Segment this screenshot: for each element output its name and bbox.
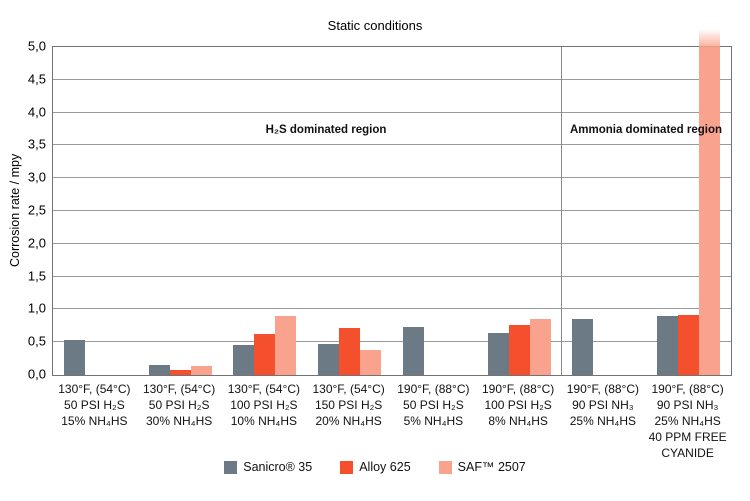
x-tick-label-line: 25% NH₄HS	[569, 414, 636, 428]
x-tick-label-line: 50 PSI H₂S	[403, 398, 464, 412]
x-tick-label-line: 90 PSI NH₃	[656, 398, 719, 412]
x-tick-label-line: 50 PSI H₂S	[148, 398, 210, 412]
x-tick-label-line: 5% NH₄HS	[403, 414, 464, 428]
bar-alloy-625	[339, 327, 361, 375]
x-tick-label: 190°F, (88°C) 50 PSI H₂S 5% NH₄HS	[363, 381, 503, 429]
y-tick-label: 5,0	[27, 38, 46, 54]
x-tick-label-line: 40 PPM FREE	[648, 430, 727, 444]
x-tick-label: 190°F, (88°C) 90 PSI NH₃ 25% NH₄HS 40 PPM F…	[618, 381, 750, 461]
y-tick-label: 2,0	[27, 235, 46, 251]
bar-saf-2507	[699, 47, 721, 375]
gridline	[53, 341, 731, 343]
gridline	[53, 144, 731, 146]
gridline	[53, 242, 731, 244]
x-tick-label-line: 10% NH₄HS	[230, 414, 297, 428]
bar-sanicro-35	[572, 319, 594, 375]
gridline	[53, 210, 731, 211]
legend-item-saf-2507: SAF™ 2507	[438, 460, 526, 474]
bar-sanicro-35	[63, 340, 85, 375]
x-tick-label-line: CYANIDE	[661, 446, 714, 460]
x-tick-label-line: 190°F, (88°C)	[566, 382, 640, 396]
legend-item-sanicro-35: Sanicro® 35	[224, 460, 312, 474]
legend-label-saf-2507: SAF™ 2507	[457, 460, 526, 474]
x-tick-label: 190°F, (88°C) 90 PSI NH₃ 25% NH₄HS	[533, 381, 673, 429]
y-tick-label: 0,5	[27, 333, 46, 349]
y-tick-label: 1,0	[27, 300, 46, 316]
plot-area: H₂S dominated region Ammonia dominated r…	[52, 29, 732, 376]
x-tick-label-line: 190°F, (88°C)	[651, 382, 724, 396]
x-tick-label-line: 50 PSI H₂S	[64, 398, 125, 412]
y-tick-label: 4,0	[27, 104, 46, 120]
bar-saf-2507	[190, 366, 212, 375]
region-label-ammonia: Ammonia dominated region	[569, 124, 723, 136]
x-tick-label: 130°F, (54°C) 50 PSI H₂S 15% NH₄HS	[24, 381, 164, 429]
bar-sanicro-35	[148, 365, 170, 375]
bar-sanicro-35	[487, 333, 509, 375]
y-tick-label: 1,5	[27, 268, 46, 284]
y-tick-label: 2,5	[27, 202, 46, 218]
x-tick-label: 130°F, (54°C) 150 PSI H₂S 20% NH₄HS	[279, 381, 419, 429]
legend: Sanicro® 35 Alloy 625 SAF™ 2507	[0, 460, 750, 474]
x-tick-label: 130°F, (54°C) 100 PSI H₂S 10% NH₄HS	[194, 381, 334, 429]
legend-item-alloy-625: Alloy 625	[340, 460, 411, 474]
gridline	[53, 275, 731, 277]
y-tick-label: 0,0	[27, 366, 46, 382]
bar-sanicro-35	[657, 315, 679, 375]
region-label-h2s: H₂S dominated region	[265, 124, 387, 136]
gridline	[53, 78, 731, 80]
x-tick-label-line: 8% NH₄HS	[488, 414, 548, 428]
bar-alloy-625	[508, 325, 530, 375]
x-tick-label-line: 15% NH₄HS	[61, 414, 128, 428]
legend-swatch-saf-2507	[438, 460, 452, 474]
x-tick-label-line: 130°F, (54°C)	[227, 382, 301, 396]
bar-alloy-625	[254, 333, 276, 375]
bar-overflow-fade-saf-2507	[699, 29, 721, 47]
y-tick-label: 3,5	[27, 136, 46, 152]
x-tick-label: 190°F, (88°C) 100 PSI H₂S 8% NH₄HS	[448, 381, 588, 429]
bar-sanicro-35	[402, 327, 424, 375]
x-tick-label-line: 25% NH₄HS	[654, 414, 721, 428]
gridline	[53, 111, 731, 113]
x-tick-label-line: 190°F, (88°C)	[397, 382, 470, 396]
x-tick-label-line: 100 PSI H₂S	[230, 398, 298, 412]
x-tick-label-line: 130°F, (54°C)	[142, 382, 216, 396]
legend-swatch-alloy-625	[340, 460, 354, 474]
bar-saf-2507	[275, 315, 297, 375]
x-tick-label-line: 100 PSI H₂S	[484, 398, 552, 412]
gridline	[53, 308, 731, 310]
x-tick-label-line: 30% NH₄HS	[145, 414, 213, 428]
bar-alloy-625	[169, 369, 191, 375]
bar-saf-2507	[360, 350, 382, 375]
chart-title: Static conditions	[327, 18, 423, 33]
y-tick-label: 3,0	[27, 169, 46, 185]
bar-sanicro-35	[318, 343, 340, 375]
legend-label-alloy-625: Alloy 625	[359, 460, 411, 474]
bar-sanicro-35	[233, 345, 255, 375]
bar-alloy-625	[678, 314, 700, 375]
y-tick-label: 4,5	[27, 71, 46, 87]
gridline	[53, 177, 731, 179]
bar-saf-2507	[529, 318, 551, 375]
x-tick-label-line: 150 PSI H₂S	[314, 398, 383, 412]
x-tick-label-line: 130°F, (54°C)	[312, 382, 385, 396]
legend-label-sanicro-35: Sanicro® 35	[243, 460, 313, 474]
x-tick-label-line: 20% NH₄HS	[315, 414, 382, 428]
legend-swatch-sanicro-35	[224, 460, 238, 474]
x-tick-label-line: 130°F, (54°C)	[58, 382, 131, 396]
region-divider-line	[561, 47, 562, 375]
x-tick-label: 130°F, (54°C) 50 PSI H₂S 30% NH₄HS	[109, 381, 249, 429]
x-tick-label-line: 190°F, (88°C)	[481, 382, 555, 396]
x-tick-label-line: 90 PSI NH₃	[572, 398, 634, 412]
